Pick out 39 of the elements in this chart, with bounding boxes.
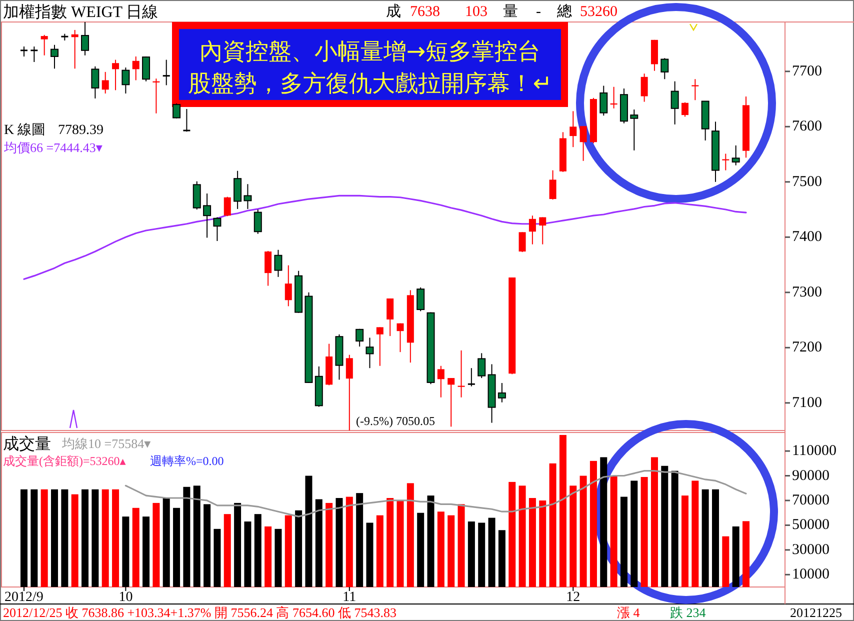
y-tick-label: 90000 [792, 468, 830, 484]
y-tick-label: 50000 [792, 517, 830, 534]
annotation: (-9.5%) 7050.05 [356, 414, 435, 428]
x-tick-label: 11 [342, 590, 356, 605]
x-tick-label: 10 [118, 590, 133, 605]
text: 總 [556, 3, 572, 20]
y-tick-label: 7200 [792, 340, 822, 356]
y-tick-label: 7100 [792, 394, 822, 411]
text: 跌 234 [670, 605, 706, 620]
y-tick-label: 110000 [792, 443, 836, 460]
chart-title: 加權指數 WEIGT 日線 [3, 3, 158, 21]
text: 103 [465, 4, 488, 20]
chart-title: 成交量 [3, 435, 51, 453]
text: 均線10 =75584▾ [61, 436, 152, 451]
text: 成 [386, 3, 401, 20]
text: 7638 [410, 4, 440, 20]
y-tick-label: 7600 [792, 118, 822, 135]
annotation: 7789.39 [58, 123, 104, 138]
y-tick-label: 7700 [792, 63, 822, 80]
annotation: 股盤勢，多方復仇大戲拉開序幕！↵ [188, 71, 552, 97]
text: - [536, 4, 541, 20]
y-tick-label: 7400 [792, 229, 822, 246]
annotation: 內資控盤、小幅量增→短多掌控台 [199, 39, 541, 65]
text: 2012/12/25 收 7638.86 +103.34+1.37% 開 7556.24 高 7654.60 低 7543.83 [3, 605, 396, 620]
x-tick-label: 12 [566, 590, 580, 605]
text: 53260 [580, 4, 618, 20]
y-tick-label: 70000 [792, 492, 830, 508]
text: 量 [503, 4, 518, 20]
y-tick-label: 7300 [792, 284, 822, 300]
y-tick-label: 7500 [792, 174, 822, 190]
annotation: K 線圖 [4, 122, 46, 138]
text: 漲 4 [617, 605, 640, 620]
y-tick-label: 30000 [792, 542, 830, 558]
text: 均價66 =7444.43▾ [3, 140, 103, 155]
x-tick-label: 2012/9 [4, 590, 44, 605]
annotation: 週轉率%=0.00 [150, 454, 224, 468]
y-tick-label: 10000 [792, 566, 830, 583]
annotation: 成交量(含鉅額)=53260▴ [3, 454, 126, 468]
text: 20121225 [790, 605, 842, 620]
